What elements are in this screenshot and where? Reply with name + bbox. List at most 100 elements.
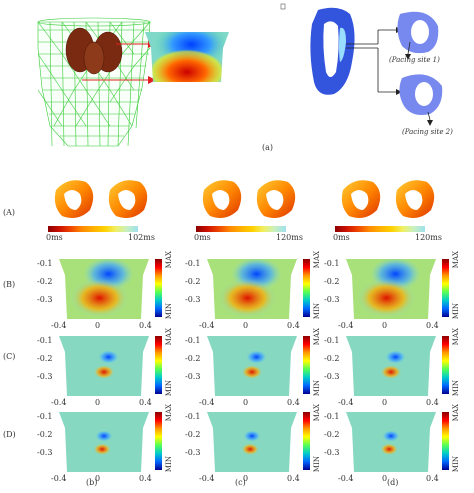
x-tick-label: 0: [382, 474, 388, 483]
surface-map-D-c: [207, 412, 297, 472]
surface-map-D-b: [59, 412, 149, 472]
colorbar: [442, 336, 449, 394]
x-tick-label: 0: [382, 398, 388, 407]
activation-map-c: [202, 180, 296, 218]
x-tick-label: 0.4: [287, 474, 300, 483]
x-tick-label: 0.4: [287, 321, 300, 330]
colorbar: [155, 336, 162, 394]
y-tick-label: -0.2: [185, 354, 201, 363]
scale-min-label: 0ms: [46, 233, 63, 242]
colorbar-max-label: MAX: [313, 404, 321, 422]
y-tick-label: -0.1: [185, 412, 201, 421]
x-tick-label: -0.4: [199, 474, 215, 483]
column-label-b: (b): [86, 478, 98, 487]
pacing-site-2-label: (Pacing site 2): [402, 128, 453, 136]
row-label-C: (C): [3, 352, 16, 361]
torso-mesh-figure: [37, 17, 156, 147]
colorbar-max-label: MAX: [452, 328, 460, 346]
colorbar-min-label: MIN: [165, 380, 173, 397]
surface-potential-map-top: [145, 32, 229, 82]
x-tick-label: -0.4: [199, 321, 215, 330]
colorbar-min-label: MIN: [452, 303, 460, 320]
y-tick-label: -0.3: [37, 448, 53, 457]
y-tick-label: -0.3: [37, 372, 53, 381]
activation-map-d: [341, 180, 435, 218]
activation-map-b: [54, 180, 148, 218]
colorbar-min-label: MIN: [313, 456, 321, 473]
colorbar: [155, 412, 162, 470]
y-tick-label: -0.1: [185, 336, 201, 345]
x-tick-label: 0.4: [139, 474, 152, 483]
colorbar-max-label: MAX: [452, 251, 460, 269]
y-tick-label: -0.1: [37, 336, 53, 345]
x-tick-label: 0.4: [426, 398, 439, 407]
colorbar: [442, 412, 449, 470]
y-tick-label: -0.3: [324, 372, 340, 381]
y-tick-label: -0.3: [185, 295, 201, 304]
x-tick-label: -0.4: [199, 398, 215, 407]
colorbar: [442, 259, 449, 317]
scale-min-label: 0ms: [194, 233, 211, 242]
y-tick-label: -0.3: [185, 448, 201, 457]
x-tick-label: -0.4: [51, 474, 67, 483]
colorbar-min-label: MIN: [165, 303, 173, 320]
x-tick-label: 0: [95, 321, 101, 330]
colorbar: [303, 336, 310, 394]
y-tick-label: -0.3: [185, 372, 201, 381]
row-label-D: (D): [3, 430, 16, 439]
column-label-d: (d): [387, 478, 399, 487]
y-tick-label: -0.2: [185, 277, 201, 286]
x-tick-label: -0.4: [338, 474, 354, 483]
scale-max-label: 120ms: [415, 233, 442, 242]
colorbar-max-label: MAX: [165, 328, 173, 346]
x-tick-label: 0.4: [287, 398, 300, 407]
y-tick-label: -0.1: [324, 412, 340, 421]
row-label-A: (A): [3, 208, 16, 217]
pacing-site-1-label: (Pacing site 1): [389, 56, 440, 64]
colorbar-min-label: MIN: [452, 380, 460, 397]
colorbar-min-label: MIN: [313, 380, 321, 397]
x-tick-label: 0.4: [139, 321, 152, 330]
surface-map-B-b: [59, 259, 149, 319]
y-tick-label: -0.3: [324, 448, 340, 457]
y-tick-label: -0.3: [324, 295, 340, 304]
x-tick-label: -0.4: [51, 398, 67, 407]
activation-time-scale: [48, 226, 138, 232]
colorbar-max-label: MAX: [313, 251, 321, 269]
x-tick-label: 0: [243, 398, 249, 407]
x-tick-label: 0.4: [426, 474, 439, 483]
surface-map-B-c: [207, 259, 297, 319]
colorbar: [155, 259, 162, 317]
x-tick-label: 0: [243, 321, 249, 330]
colorbar-max-label: MAX: [452, 404, 460, 422]
x-tick-label: -0.4: [51, 321, 67, 330]
x-tick-label: 0: [243, 474, 249, 483]
colorbar: [303, 259, 310, 317]
surface-map-C-c: [207, 336, 297, 396]
activation-time-scale: [196, 226, 286, 232]
colorbar: [303, 412, 310, 470]
scale-min-label: 0ms: [333, 233, 350, 242]
colorbar-max-label: MAX: [165, 404, 173, 422]
colorbar-min-label: MIN: [165, 456, 173, 473]
colorbar-min-label: MIN: [313, 303, 321, 320]
activation-time-scale: [335, 226, 425, 232]
y-tick-label: -0.2: [324, 430, 340, 439]
y-tick-label: -0.2: [324, 354, 340, 363]
x-tick-label: 0: [382, 321, 388, 330]
y-tick-label: -0.2: [37, 354, 53, 363]
x-tick-label: 0: [95, 474, 101, 483]
y-tick-label: -0.1: [37, 412, 53, 421]
y-tick-label: -0.2: [324, 277, 340, 286]
y-tick-label: -0.1: [324, 259, 340, 268]
column-label-c: (c): [235, 478, 246, 487]
surface-map-D-d: [346, 412, 436, 472]
heart-slice-diagram: [280, 3, 443, 126]
surface-map-C-b: [59, 336, 149, 396]
row-label-B: (B): [3, 280, 16, 289]
y-tick-label: -0.2: [37, 277, 53, 286]
colorbar-max-label: MAX: [313, 328, 321, 346]
surface-map-B-d: [346, 259, 436, 319]
y-tick-label: -0.1: [37, 259, 53, 268]
y-tick-label: -0.1: [185, 259, 201, 268]
